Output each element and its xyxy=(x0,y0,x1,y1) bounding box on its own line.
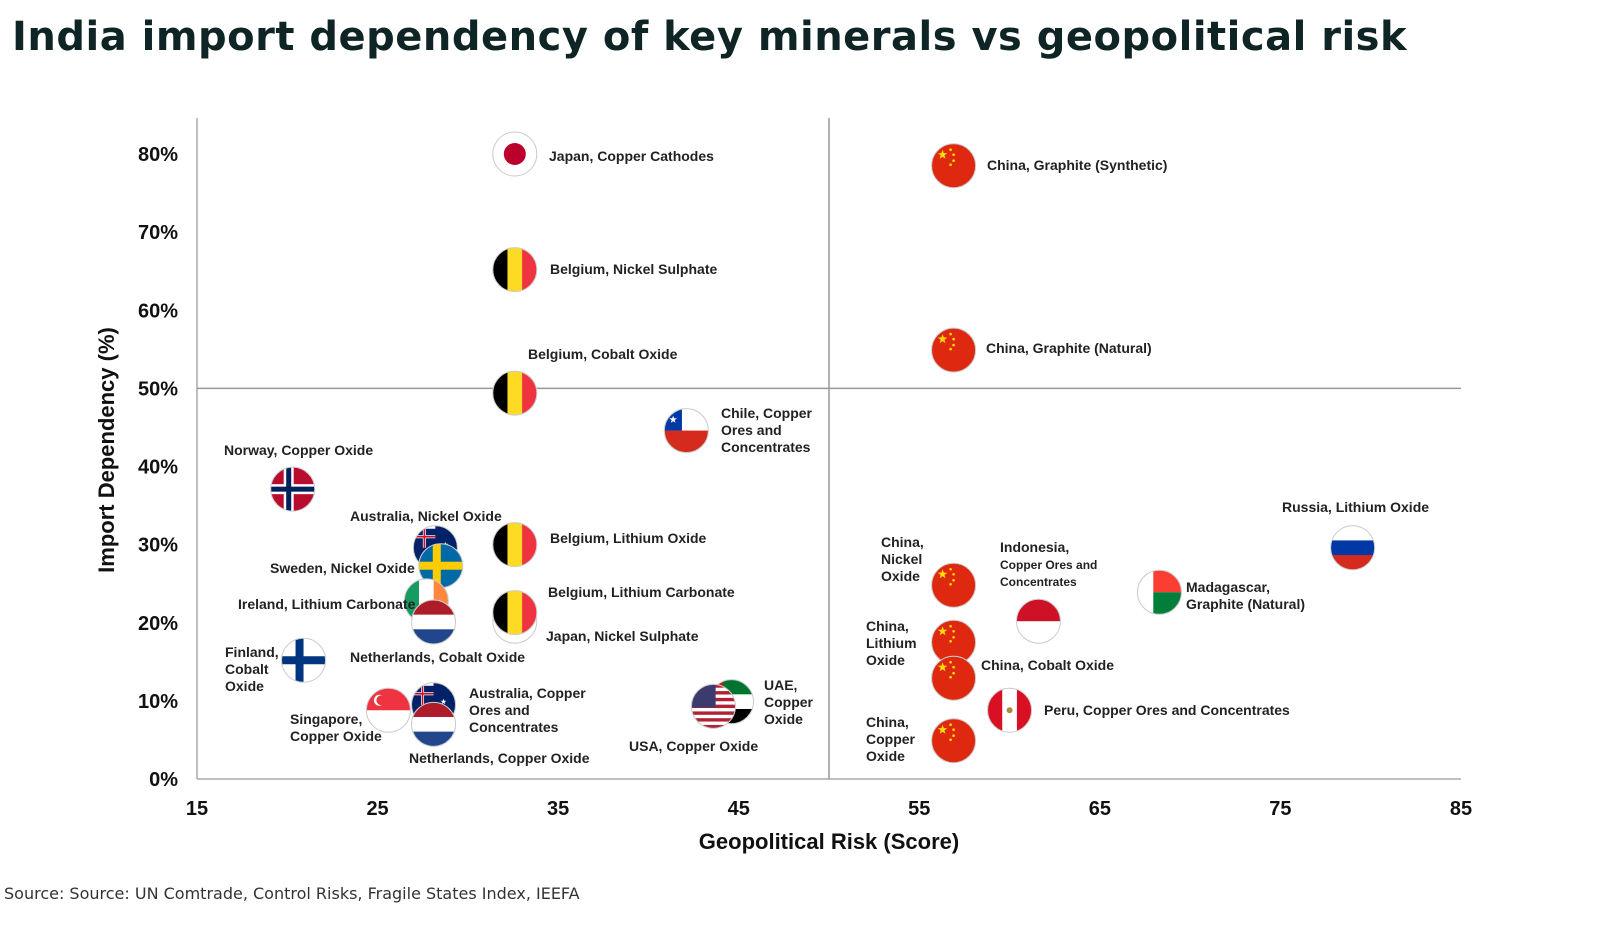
y-tick-label: 60% xyxy=(138,300,178,322)
japan-flag-icon xyxy=(492,131,538,177)
y-tick-label: 70% xyxy=(138,222,178,244)
x-tick-label: 55 xyxy=(908,798,930,820)
norway-flag-icon xyxy=(270,466,316,512)
point-label: Finland, Cobalt Oxide xyxy=(225,644,279,694)
data-point-netherlands-copper-oxide[interactable]: Netherlands, Copper Oxide xyxy=(409,701,590,766)
point-label: Netherlands, Copper Oxide xyxy=(409,750,590,766)
usa-flag-icon xyxy=(690,683,736,729)
point-label: Japan, Nickel Sulphate xyxy=(546,628,699,644)
point-label: Singapore, Copper Oxide xyxy=(290,711,382,744)
data-point-norway-copper-oxide[interactable]: Norway, Copper Oxide xyxy=(224,442,373,512)
data-point-belgium-nickel-sulphate[interactable]: Belgium, Nickel Sulphate xyxy=(492,247,718,293)
x-axis-title: Geopolitical Risk (Score) xyxy=(699,829,959,854)
data-point-belgium-cobalt-oxide[interactable]: Belgium, Cobalt Oxide xyxy=(492,346,678,416)
data-point-china-cobalt-oxide[interactable]: China, Cobalt Oxide xyxy=(931,655,1115,701)
data-point-netherlands-cobalt-oxide[interactable]: Netherlands, Cobalt Oxide xyxy=(350,599,525,665)
china-flag-icon xyxy=(931,327,977,373)
y-tick-label: 20% xyxy=(138,613,178,635)
point-label: Netherlands, Cobalt Oxide xyxy=(350,649,525,665)
point-label: Sweden, Nickel Oxide xyxy=(270,560,415,576)
point-label: China, Cobalt Oxide xyxy=(981,657,1114,673)
x-tick-label: 45 xyxy=(728,798,750,820)
madagascar-flag-icon xyxy=(1136,569,1182,615)
point-label: China, Graphite (Synthetic) xyxy=(987,157,1167,173)
china-flag-icon xyxy=(931,562,977,608)
x-tick-label: 25 xyxy=(366,798,388,820)
point-label: Belgium, Cobalt Oxide xyxy=(528,346,678,362)
singapore-flag-icon xyxy=(365,687,411,733)
y-tick-label: 80% xyxy=(138,144,178,166)
data-point-peru-copper-ores-and-concentrates[interactable]: Peru, Copper Ores and Concentrates xyxy=(987,687,1290,733)
data-point-russia-lithium-oxide[interactable]: Russia, Lithium Oxide xyxy=(1282,499,1429,571)
point-label: Belgium, Nickel Sulphate xyxy=(550,261,717,277)
belgium-flag-icon xyxy=(492,590,538,636)
y-tick-label: 10% xyxy=(138,691,178,713)
netherlands-flag-icon xyxy=(411,599,457,645)
source-note: Source: Source: UN Comtrade, Control Ris… xyxy=(4,884,580,903)
data-point-belgium-lithium-carbonate[interactable]: Belgium, Lithium Carbonate xyxy=(492,584,735,636)
x-tick-label: 85 xyxy=(1450,798,1472,820)
sweden-flag-icon xyxy=(418,543,464,589)
data-point-australia-copper-ores-and-concentrates[interactable]: Australia, Copper Ores and Concentrates xyxy=(411,682,587,735)
point-label: Ireland, Lithium Carbonate xyxy=(238,596,416,612)
point-label: Belgium, Lithium Oxide xyxy=(550,530,707,546)
point-label: Norway, Copper Oxide xyxy=(224,442,373,458)
point-label: Japan, Copper Cathodes xyxy=(549,148,714,164)
x-tick-label: 35 xyxy=(547,798,569,820)
data-point-japan-copper-cathodes[interactable]: Japan, Copper Cathodes xyxy=(492,131,714,177)
point-label: Madagascar, Graphite (Natural) xyxy=(1186,579,1305,612)
point-label: Australia, Copper Ores and Concentrates xyxy=(469,685,586,735)
y-axis-title: Import Dependency (%) xyxy=(94,327,119,573)
belgium-flag-icon xyxy=(492,247,538,293)
x-tick-label: 65 xyxy=(1089,798,1111,820)
data-point-madagascar-graphite-natural[interactable]: Madagascar, Graphite (Natural) xyxy=(1136,569,1305,615)
peru-flag-icon xyxy=(987,687,1033,733)
data-point-sweden-nickel-oxide[interactable]: Sweden, Nickel Oxide xyxy=(270,543,464,589)
y-tick-label: 0% xyxy=(149,769,178,791)
x-tick-label: 15 xyxy=(186,798,208,820)
y-tick-label: 30% xyxy=(138,535,178,557)
finland-flag-icon xyxy=(281,637,327,683)
netherlands-flag-icon xyxy=(411,701,457,747)
point-label: Belgium, Lithium Carbonate xyxy=(548,584,735,600)
point-label: China, Lithium Oxide xyxy=(866,618,917,668)
data-point-china-nickel-oxide[interactable]: China, Nickel Oxide xyxy=(881,534,977,608)
china-flag-icon xyxy=(931,655,977,701)
data-point-china-graphite-natural[interactable]: China, Graphite (Natural) xyxy=(931,327,1152,373)
point-label: China, Nickel Oxide xyxy=(881,534,924,584)
data-point-singapore-copper-oxide[interactable]: Singapore, Copper Oxide xyxy=(290,687,411,744)
china-flag-icon xyxy=(931,718,977,764)
belgium-flag-icon xyxy=(492,522,538,568)
belgium-flag-icon xyxy=(492,370,538,416)
data-point-china-graphite-synthetic[interactable]: China, Graphite (Synthetic) xyxy=(931,143,1168,189)
data-point-indonesia-copper-ores-and-concentrates[interactable]: Indonesia, Copper Ores and Concentrates xyxy=(1000,539,1097,644)
point-label: China, Graphite (Natural) xyxy=(986,340,1152,356)
point-label: Peru, Copper Ores and Concentrates xyxy=(1044,702,1290,718)
data-point-finland-cobalt-oxide[interactable]: Finland, Cobalt Oxide xyxy=(225,637,327,694)
data-point-china-copper-oxide[interactable]: China, Copper Oxide xyxy=(866,714,977,764)
point-label: USA, Copper Oxide xyxy=(629,738,758,754)
russia-flag-icon xyxy=(1330,525,1376,571)
point-label: China, Copper Oxide xyxy=(866,714,916,764)
data-point-usa-copper-oxide[interactable]: USA, Copper Oxide xyxy=(629,683,758,754)
china-flag-icon xyxy=(931,143,977,189)
y-tick-label: 50% xyxy=(138,378,178,400)
x-tick-label: 75 xyxy=(1269,798,1291,820)
data-point-chile-copper-ores-and-concentrates[interactable]: Chile, Copper Ores and Concentrates xyxy=(663,405,813,455)
point-label: Russia, Lithium Oxide xyxy=(1282,499,1429,515)
point-label: Australia, Nickel Oxide xyxy=(350,508,502,524)
point-label: UAE, Copper Oxide xyxy=(764,677,814,727)
point-label: Indonesia, Copper Ores and Concentrates xyxy=(1000,539,1097,589)
indonesia-flag-icon xyxy=(1015,598,1061,644)
page-title: India import dependency of key minerals … xyxy=(12,14,1408,60)
chile-flag-icon xyxy=(663,408,709,454)
data-point-belgium-lithium-oxide[interactable]: Belgium, Lithium Oxide xyxy=(492,522,707,568)
y-tick-label: 40% xyxy=(138,457,178,479)
point-label: Chile, Copper Ores and Concentrates xyxy=(721,405,813,455)
